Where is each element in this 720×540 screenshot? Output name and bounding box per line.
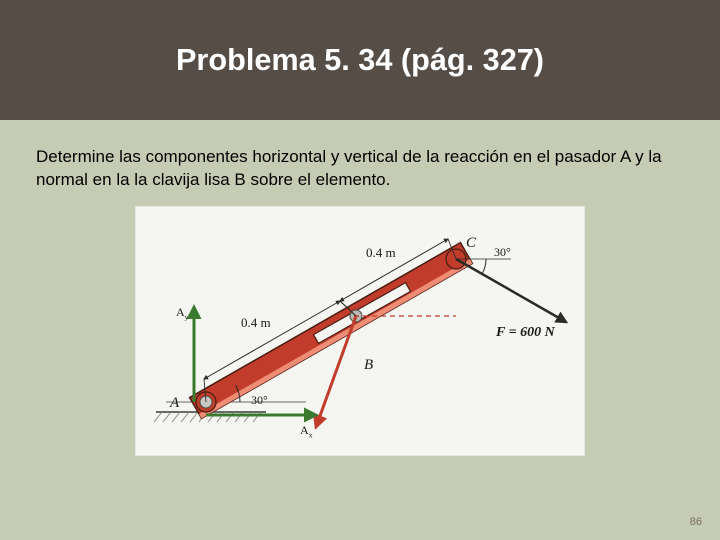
force-F-label: F = 600 N — [496, 325, 555, 341]
problem-statement: Determine las componentes horizontal y v… — [0, 120, 720, 192]
slide-title: Problema 5. 34 (pág. 327) — [176, 43, 544, 78]
page-number: 86 — [690, 516, 702, 528]
dim-label-AB: 0.4 m — [241, 315, 271, 331]
figure: A B C 0.4 m 0.4 m 30° 30° F = 600 N Ax A… — [135, 206, 585, 456]
angle-label-A: 30° — [251, 393, 268, 408]
label-A: A — [170, 395, 179, 412]
angle-label-C: 30° — [494, 245, 511, 260]
slide-header: Problema 5. 34 (pág. 327) — [0, 0, 720, 120]
dim-label-BC: 0.4 m — [366, 245, 396, 261]
label-C: C — [466, 235, 476, 252]
label-B: B — [364, 357, 373, 374]
reaction-Ay-label: Ay — [176, 305, 189, 321]
reaction-Ax-label: Ax — [300, 423, 313, 439]
